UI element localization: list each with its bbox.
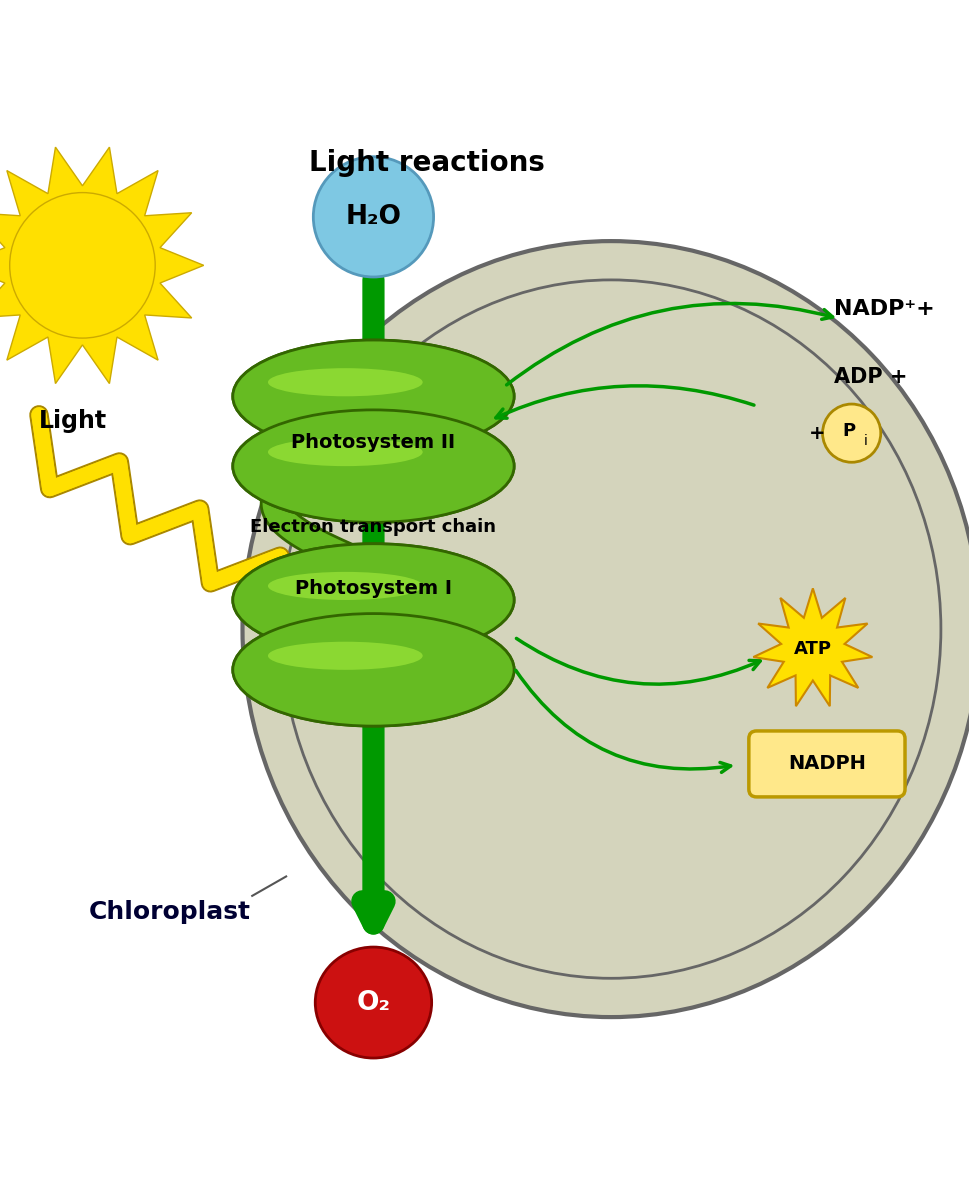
Text: ATP: ATP bbox=[793, 640, 831, 658]
Text: O₂: O₂ bbox=[356, 990, 391, 1015]
Ellipse shape bbox=[233, 340, 514, 452]
Ellipse shape bbox=[233, 613, 514, 726]
Ellipse shape bbox=[267, 368, 422, 396]
Ellipse shape bbox=[267, 572, 422, 600]
Polygon shape bbox=[0, 148, 203, 384]
Ellipse shape bbox=[233, 613, 514, 726]
Ellipse shape bbox=[267, 642, 422, 670]
Polygon shape bbox=[753, 588, 871, 707]
Text: H₂O: H₂O bbox=[345, 204, 401, 230]
Ellipse shape bbox=[267, 642, 422, 670]
Ellipse shape bbox=[281, 280, 940, 978]
Ellipse shape bbox=[233, 410, 514, 522]
Text: Photosystem II: Photosystem II bbox=[291, 433, 455, 452]
Text: i: i bbox=[862, 434, 866, 448]
Text: +: + bbox=[807, 424, 825, 443]
Text: P: P bbox=[841, 422, 855, 440]
Circle shape bbox=[822, 404, 880, 462]
Text: Light reactions: Light reactions bbox=[308, 149, 545, 176]
Ellipse shape bbox=[267, 368, 422, 396]
Ellipse shape bbox=[267, 438, 422, 466]
Text: Photosystem I: Photosystem I bbox=[295, 578, 452, 598]
Text: Light: Light bbox=[39, 408, 107, 432]
Text: NADPH: NADPH bbox=[787, 755, 865, 774]
Ellipse shape bbox=[233, 340, 514, 452]
Text: ADP +: ADP + bbox=[833, 367, 907, 386]
Ellipse shape bbox=[267, 438, 422, 466]
Circle shape bbox=[10, 192, 155, 338]
Ellipse shape bbox=[242, 241, 969, 1018]
FancyBboxPatch shape bbox=[748, 731, 904, 797]
Ellipse shape bbox=[233, 410, 514, 522]
Ellipse shape bbox=[233, 544, 514, 656]
Circle shape bbox=[18, 202, 146, 329]
Text: NADP⁺+: NADP⁺+ bbox=[833, 299, 934, 319]
Circle shape bbox=[313, 157, 433, 277]
Ellipse shape bbox=[315, 947, 431, 1058]
Ellipse shape bbox=[233, 544, 514, 656]
Ellipse shape bbox=[267, 572, 422, 600]
Text: Chloroplast: Chloroplast bbox=[88, 900, 251, 924]
Text: Electron transport chain: Electron transport chain bbox=[250, 518, 496, 536]
